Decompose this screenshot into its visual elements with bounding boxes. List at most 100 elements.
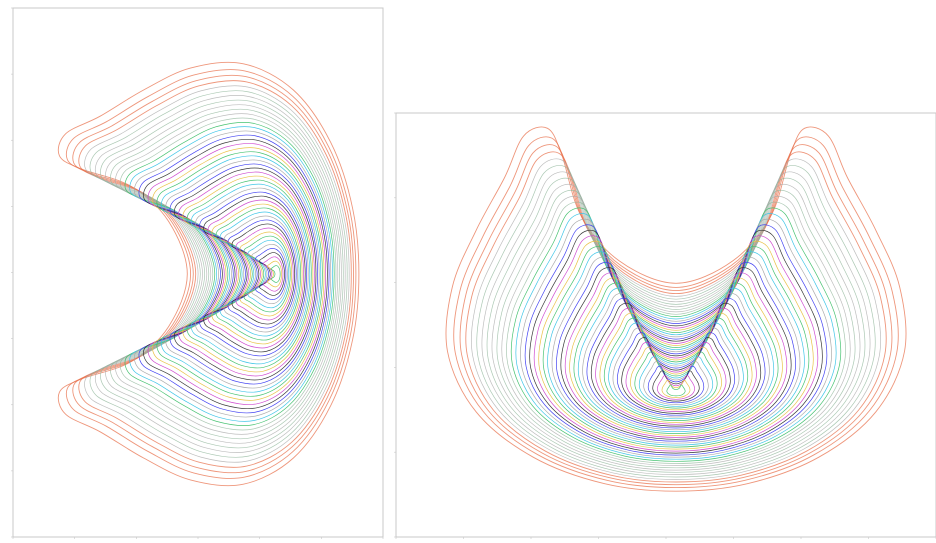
contour-level-33 xyxy=(599,312,753,423)
contour-level-32 xyxy=(595,307,757,425)
contour-level-2 xyxy=(65,69,357,479)
contour-level-26 xyxy=(182,175,314,373)
contour-level-40 xyxy=(239,231,293,317)
contour-level-46 xyxy=(263,256,284,292)
contour-level-44 xyxy=(255,248,287,300)
contour-level-40 xyxy=(630,346,722,411)
contour-level-14 xyxy=(129,126,333,422)
contour-level-8 xyxy=(100,99,344,449)
contour-level-45 xyxy=(259,252,285,296)
contour-level-39 xyxy=(625,342,727,412)
contour-level-17 xyxy=(529,229,823,454)
contour-level-31 xyxy=(590,302,762,427)
contour-level-41 xyxy=(243,235,291,313)
contour-level-29 xyxy=(582,292,770,431)
contour-level-6 xyxy=(89,90,348,458)
contour-level-32 xyxy=(207,199,304,349)
contour-plot-right xyxy=(390,105,936,543)
contour-level-3 xyxy=(459,144,893,486)
contour-level-13 xyxy=(124,121,335,427)
contour-level-41 xyxy=(634,351,718,409)
contour-level-46 xyxy=(656,375,696,400)
contour-level-26 xyxy=(569,277,783,436)
contour-level-12 xyxy=(119,117,337,431)
contour-level-25 xyxy=(564,272,788,438)
contour-level-35 xyxy=(608,322,744,420)
contour-level-30 xyxy=(586,297,766,429)
contour-level-2 xyxy=(453,136,899,489)
contour-level-3 xyxy=(72,74,354,474)
contour-level-16 xyxy=(524,224,828,456)
contour-level-38 xyxy=(621,337,731,414)
contour-level-13 xyxy=(510,207,842,462)
contour-level-28 xyxy=(577,287,775,433)
contour-level-47 xyxy=(661,379,691,398)
contour-level-37 xyxy=(616,332,736,416)
contour-level-21 xyxy=(547,251,805,446)
contour-level-14 xyxy=(515,213,837,460)
contour-level-7 xyxy=(481,171,871,475)
contour-level-15 xyxy=(133,130,332,418)
contour-plot-left xyxy=(0,0,390,543)
contour-level-19 xyxy=(538,240,814,450)
contour-level-43 xyxy=(251,243,288,305)
contour-level-20 xyxy=(542,246,810,448)
contour-level-11 xyxy=(115,113,339,435)
contour-level-19 xyxy=(152,147,325,401)
contour-level-36 xyxy=(223,215,298,333)
contour-level-20 xyxy=(156,151,323,397)
contour-level-23 xyxy=(169,163,318,385)
contour-level-48 xyxy=(666,384,686,397)
contour-level-1 xyxy=(445,126,907,492)
contour-level-28 xyxy=(190,183,311,365)
contour-svg-left xyxy=(11,7,384,539)
contour-level-10 xyxy=(110,108,340,440)
contour-level-45 xyxy=(652,370,700,402)
contour-level-22 xyxy=(165,159,320,389)
contour-level-22 xyxy=(551,256,801,444)
contour-level-18 xyxy=(147,143,327,405)
contour-level-31 xyxy=(203,195,306,353)
contour-level-47 xyxy=(266,260,282,288)
contour-level-7 xyxy=(94,95,346,453)
contour-level-34 xyxy=(603,317,749,421)
contour-level-15 xyxy=(520,218,832,458)
contour-level-4 xyxy=(78,80,352,468)
contour-level-37 xyxy=(227,219,297,329)
contour-level-25 xyxy=(178,171,315,377)
contour-level-21 xyxy=(160,155,322,393)
contour-level-24 xyxy=(560,267,792,440)
contour-level-30 xyxy=(199,191,308,357)
contour-level-6 xyxy=(476,165,876,478)
contour-level-16 xyxy=(138,134,330,414)
contour-level-33 xyxy=(211,203,303,345)
contour-level-12 xyxy=(506,201,846,464)
contour-level-8 xyxy=(486,177,866,473)
contour-level-27 xyxy=(573,282,779,434)
contour-level-39 xyxy=(235,227,294,321)
contour-level-11 xyxy=(501,195,851,466)
contour-level-10 xyxy=(496,189,856,469)
contour-level-42 xyxy=(638,356,714,407)
contour-level-17 xyxy=(143,138,328,410)
contour-svg-right xyxy=(394,112,936,539)
contour-level-1 xyxy=(57,61,360,487)
contour-level-18 xyxy=(533,235,819,452)
contour-level-4 xyxy=(465,151,887,483)
contour-level-48 xyxy=(270,265,281,283)
contour-level-42 xyxy=(247,239,290,309)
contour-lines xyxy=(445,126,907,492)
contour-level-5 xyxy=(470,158,882,480)
contour-level-5 xyxy=(84,85,350,463)
contour-level-43 xyxy=(643,361,709,405)
contour-level-44 xyxy=(647,365,705,404)
contour-level-38 xyxy=(231,223,296,325)
contour-level-34 xyxy=(215,207,301,341)
contour-level-27 xyxy=(186,179,312,369)
contour-level-36 xyxy=(612,327,740,418)
contour-level-9 xyxy=(491,183,861,471)
contour-level-29 xyxy=(195,187,309,361)
contour-lines xyxy=(57,61,360,487)
contour-level-23 xyxy=(556,261,796,442)
contour-level-24 xyxy=(173,167,317,381)
